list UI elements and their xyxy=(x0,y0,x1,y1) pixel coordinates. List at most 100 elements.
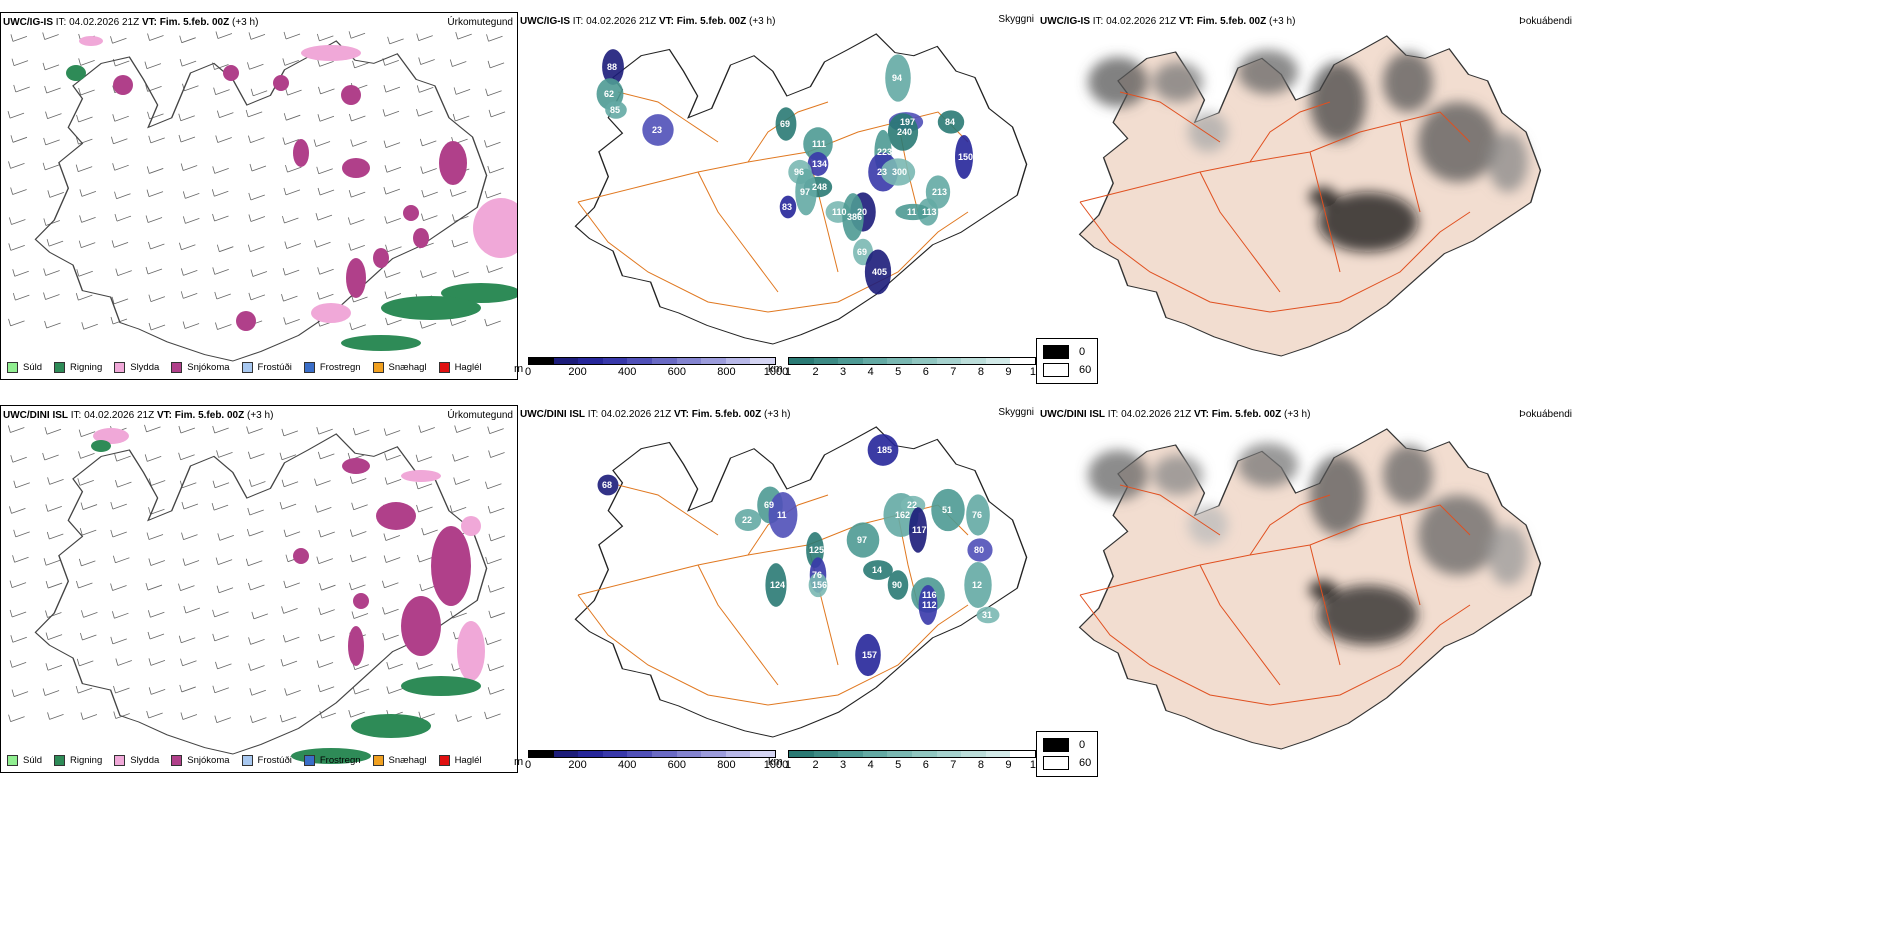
wind-barb xyxy=(216,585,234,594)
colorbar-tick-label: 1000 xyxy=(763,759,789,771)
wind-barb xyxy=(7,111,25,119)
distance-colorbar-row1: km 12345678910 xyxy=(768,357,1042,379)
visibility-value: 69 xyxy=(780,119,790,129)
road-line xyxy=(1399,514,1421,606)
wind-barb xyxy=(318,633,335,642)
visibility-cell xyxy=(768,491,798,539)
visibility-cell xyxy=(925,175,951,209)
precip-cell xyxy=(293,548,309,564)
wind-barb xyxy=(245,109,263,118)
wind-barb xyxy=(418,711,435,720)
wind-barb xyxy=(211,189,229,197)
legend-item: Slydda xyxy=(114,755,159,766)
wind-barb xyxy=(318,529,335,538)
colorbar-step xyxy=(789,358,814,364)
wind-barb xyxy=(281,294,298,302)
wind-barb xyxy=(75,685,93,694)
visibility-value: 51 xyxy=(942,505,952,515)
visibility-cell xyxy=(842,193,864,241)
colorbar-step xyxy=(676,751,702,757)
legend-item: Rigning xyxy=(54,755,102,766)
fog-patch xyxy=(1488,132,1528,192)
wind-barb xyxy=(9,660,27,668)
wind-barb xyxy=(248,292,266,301)
map-title: UWC/IG-IS IT: 04.02.2026 21Z VT: Fim. 5.… xyxy=(1040,16,1296,27)
wind-barb xyxy=(248,135,265,144)
wind-barb xyxy=(419,583,436,592)
wind-barb xyxy=(487,687,505,695)
wind-barb xyxy=(384,165,402,173)
visibility-value: 12 xyxy=(972,580,982,590)
wind-barb xyxy=(245,558,263,567)
colorbar-step xyxy=(578,358,603,364)
wind-barb xyxy=(283,187,301,196)
visibility-value: 85 xyxy=(610,105,620,115)
wind-barb xyxy=(45,504,62,512)
visibility-cell xyxy=(895,203,931,221)
wind-barb xyxy=(110,529,127,538)
precip-cell xyxy=(461,516,481,536)
colorbar-step xyxy=(862,358,888,364)
visibility-value: 150 xyxy=(958,152,973,162)
wind-barb xyxy=(383,187,401,195)
wind-barb xyxy=(10,187,27,195)
road-line xyxy=(1199,171,1281,293)
visibility-value: 97 xyxy=(857,535,867,545)
visibility-cell xyxy=(734,509,762,531)
wind-barb xyxy=(313,139,331,147)
distance-colorbar-row2: km 12345678910 xyxy=(768,750,1042,772)
precip-cell xyxy=(351,714,431,738)
wind-barb xyxy=(113,685,130,694)
wind-barb xyxy=(43,558,61,566)
wind-barb xyxy=(350,139,367,147)
visibility-value: 90 xyxy=(892,580,902,590)
map-title: UWC/DINI ISL IT: 04.02.2026 21Z VT: Fim.… xyxy=(3,410,274,421)
colorbar-tick-label: 6 xyxy=(922,366,929,378)
legend-item: Haglél xyxy=(438,362,482,373)
wind-barb xyxy=(75,164,93,172)
visibility-value: 68 xyxy=(602,480,612,490)
visibility-value: 185 xyxy=(877,445,892,455)
visibility-cell xyxy=(605,101,627,119)
wind-barb xyxy=(249,688,266,696)
wind-barb xyxy=(419,321,437,329)
wind-barb xyxy=(144,424,161,433)
wind-barb xyxy=(43,218,60,226)
visibility-value: 11 xyxy=(777,510,787,520)
fog-patch xyxy=(1488,525,1528,585)
wind-barb xyxy=(453,477,470,485)
road-line xyxy=(1249,101,1331,163)
wind-barb xyxy=(146,710,163,719)
colorbar-step xyxy=(936,358,962,364)
fog-patch xyxy=(1318,585,1418,645)
legend-label: Frostregn xyxy=(319,755,361,766)
wind-barb xyxy=(453,87,471,95)
wind-barb xyxy=(317,59,334,67)
wind-barb xyxy=(385,244,402,253)
visibility-value: 300 xyxy=(892,167,907,177)
visibility-value: 125 xyxy=(809,545,824,555)
visibility-cell xyxy=(887,113,919,151)
wind-barb xyxy=(486,265,503,273)
precip-type-map-row1: UWC/IG-IS IT: 04.02.2026 21Z VT: Fim. 5.… xyxy=(0,12,518,380)
visibility-cell xyxy=(887,570,909,600)
visibility-cell xyxy=(918,584,938,626)
legend-swatch xyxy=(438,362,450,373)
wind-barb xyxy=(316,426,333,435)
wind-barb xyxy=(285,88,302,96)
wind-barb xyxy=(316,660,334,668)
visibility-cell xyxy=(808,572,828,598)
colorbar-step xyxy=(1010,751,1035,757)
legend-label: Haglél xyxy=(454,755,482,766)
precip-cell xyxy=(401,676,481,696)
wind-barb xyxy=(44,85,61,94)
wind-barb xyxy=(12,555,29,563)
legend-swatch xyxy=(54,362,66,373)
wind-barb xyxy=(44,427,62,435)
fog-patch xyxy=(1188,505,1228,545)
wind-barb xyxy=(382,109,400,117)
wind-barb xyxy=(382,607,399,615)
visibility-value: 113 xyxy=(922,207,937,217)
wind-barb xyxy=(383,428,401,436)
wind-barb xyxy=(114,454,131,462)
